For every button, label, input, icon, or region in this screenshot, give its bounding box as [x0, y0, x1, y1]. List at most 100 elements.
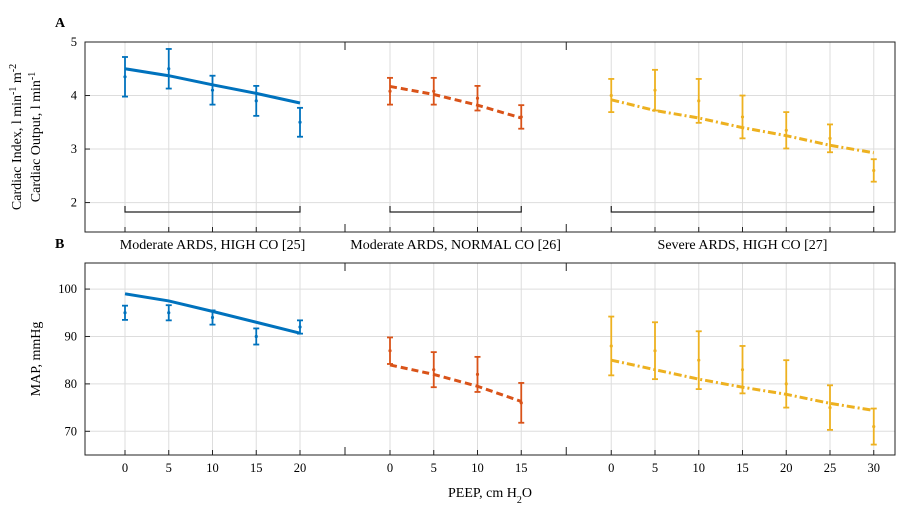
error-bar	[827, 123, 833, 154]
mean-dot	[388, 89, 392, 93]
group-label: Moderate ARDS, NORMAL CO [26]	[350, 238, 561, 253]
mean-dot	[475, 96, 480, 100]
y-tick-label: 4	[71, 89, 78, 103]
mean-dot	[609, 93, 613, 98]
mean-dot	[784, 128, 788, 132]
mean-dot	[298, 325, 302, 329]
x-axis-label: PEEP, cm H2O	[448, 486, 532, 505]
mean-dot	[519, 115, 523, 119]
error-bar	[474, 84, 481, 112]
y-tick-label: 2	[71, 196, 77, 210]
model-line	[389, 363, 522, 403]
mean-dot	[475, 372, 480, 377]
axes-box	[84, 41, 896, 233]
error-bar	[297, 106, 303, 138]
error-bar	[652, 321, 658, 381]
x-tick-label: 10	[471, 461, 484, 475]
mean-dot	[432, 89, 436, 93]
group-label: Moderate ARDS, HIGH CO [25]	[120, 238, 305, 253]
group-bracket	[610, 206, 875, 213]
x-tick-label: 0	[608, 461, 614, 475]
mean-dot	[653, 88, 657, 92]
model-line	[389, 84, 522, 120]
mean-dot	[298, 120, 302, 124]
mean-dot	[697, 358, 701, 362]
group-bracket	[124, 206, 301, 213]
mean-dot	[609, 344, 613, 348]
x-tick-label: 10	[693, 461, 706, 475]
mean-dot	[210, 88, 215, 92]
mean-dot	[432, 368, 436, 372]
error-bar	[608, 315, 615, 377]
mean-dot	[254, 99, 258, 103]
mean-dot	[123, 75, 127, 79]
text-part: PEEP, cm H	[448, 486, 517, 501]
x-tick-label: 0	[387, 461, 393, 475]
y-tick-label: 90	[65, 329, 78, 343]
error-bar	[739, 94, 746, 140]
error-bar	[209, 74, 216, 106]
mean-dot	[167, 311, 171, 315]
mean-dot	[740, 115, 745, 119]
text-part: MAP, mmHg	[29, 322, 44, 397]
error-bar	[608, 78, 615, 114]
panel-label: A	[55, 16, 66, 31]
axes-box	[84, 262, 896, 456]
error-bar	[209, 309, 216, 326]
text-part: -1	[8, 87, 19, 95]
error-bar	[518, 382, 525, 424]
text-part: O	[522, 486, 532, 501]
error-bar	[297, 319, 303, 335]
mean-dot	[872, 424, 876, 429]
x-tick-label: 0	[122, 461, 128, 475]
mean-dot	[167, 67, 171, 71]
error-bar	[870, 158, 877, 183]
mean-dot	[653, 349, 657, 353]
text-part: Cardiac Output, l min	[29, 80, 44, 202]
mean-dot	[828, 136, 832, 140]
error-bar	[518, 104, 525, 130]
mean-dot	[519, 401, 523, 405]
x-tick-label: 15	[250, 461, 263, 475]
error-bar	[739, 345, 746, 395]
panel-label: B	[55, 237, 64, 252]
mean-dot	[697, 99, 701, 103]
text-part: -1	[27, 72, 38, 80]
error-bar	[783, 359, 790, 409]
x-tick-label: 30	[868, 461, 881, 475]
error-bar	[783, 111, 790, 150]
x-tick-label: 5	[166, 461, 172, 475]
mean-dot	[872, 168, 876, 173]
x-tick-label: 10	[206, 461, 219, 475]
y-tick-label: 100	[58, 282, 77, 296]
error-bar	[165, 304, 172, 322]
x-tick-label: 20	[780, 461, 793, 475]
error-bar	[387, 76, 393, 106]
y-tick-label: 5	[71, 35, 77, 49]
error-bar	[827, 384, 833, 431]
x-tick-label: 25	[824, 461, 837, 475]
error-bar	[474, 355, 481, 393]
mean-dot	[828, 405, 832, 410]
x-tick-label: 20	[294, 461, 307, 475]
y-tick-label: 70	[65, 424, 78, 438]
x-tick-label: 5	[652, 461, 658, 475]
y-axis-label: MAP, mmHg	[29, 322, 44, 397]
group-bracket	[389, 206, 522, 213]
error-bar	[430, 351, 437, 389]
error-bar	[253, 84, 260, 117]
x-tick-label: 15	[736, 461, 749, 475]
error-bar	[253, 327, 260, 346]
error-bar	[122, 304, 128, 321]
mean-dot	[210, 315, 215, 320]
text-part: m	[10, 72, 25, 87]
error-bar	[695, 330, 702, 391]
y-axis-label: Cardiac Index, l min-1 m-2	[8, 64, 26, 210]
error-bar	[165, 48, 172, 90]
group-label: Severe ARDS, HIGH CO [27]	[658, 238, 828, 253]
mean-dot	[254, 334, 258, 339]
error-bar	[430, 76, 437, 106]
y-tick-label: 3	[71, 142, 77, 156]
x-tick-label: 5	[431, 461, 437, 475]
